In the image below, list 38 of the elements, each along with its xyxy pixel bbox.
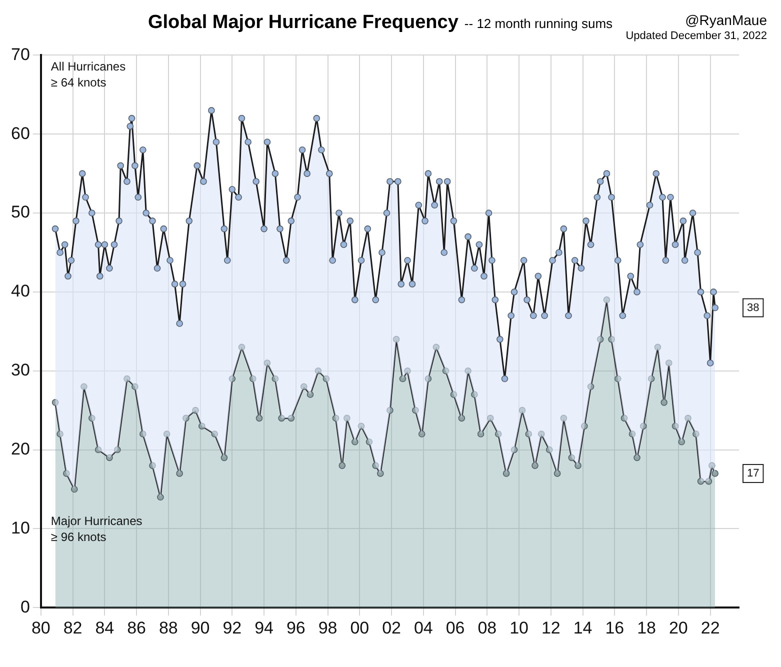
- x-tick-label: 06: [446, 618, 465, 638]
- chart-title: Global Major Hurricane Frequency: [148, 12, 458, 33]
- y-tick-label: 40: [10, 282, 30, 301]
- y-tick-label: 0: [20, 597, 30, 616]
- text: 17: [746, 467, 760, 480]
- x-tick-label: 08: [478, 618, 497, 638]
- x-tick-label: 88: [158, 618, 178, 638]
- y-tick-label: 20: [10, 439, 30, 458]
- x-tick-label: 00: [350, 618, 370, 638]
- text: All Hurricanes ≥ 64 knots: [50, 60, 126, 90]
- x-tick-label: 98: [318, 618, 338, 638]
- x-tick-label: 94: [254, 618, 274, 638]
- x-tick-label: 90: [190, 618, 210, 638]
- x-tick-label: 80: [31, 618, 50, 638]
- x-tick-label: 10: [510, 618, 529, 638]
- x-tick-label: 04: [414, 618, 433, 638]
- y-tick-label: 50: [10, 202, 30, 222]
- x-tick-label: 92: [222, 618, 242, 638]
- text: 38: [746, 302, 760, 314]
- x-tick-label: 14: [573, 618, 592, 638]
- x-tick-label: 22: [700, 618, 720, 638]
- x-tick-label: 16: [605, 618, 624, 638]
- x-tick-label: 82: [63, 618, 82, 638]
- y-tick-label: 30: [10, 360, 30, 380]
- x-tick-label: 20: [668, 618, 688, 638]
- chart-subtitle: -- 12 month running sums: [464, 16, 613, 31]
- text: Updated December 31, 2022: [626, 30, 767, 42]
- y-tick-label: 10: [10, 518, 30, 538]
- x-tick-label: 02: [382, 618, 402, 638]
- x-tick-label: 12: [541, 618, 560, 638]
- x-tick-label: 86: [127, 618, 146, 638]
- series-label: Major Hurricanes ≥ 96 knots: [50, 514, 142, 544]
- x-tick-label: 84: [95, 618, 114, 638]
- y-tick-label: 70: [10, 44, 30, 64]
- x-tick-label: 96: [286, 618, 306, 638]
- y-tick-label: 60: [10, 124, 30, 143]
- text: @RyanMaue: [684, 12, 767, 28]
- x-tick-label: 18: [637, 618, 656, 638]
